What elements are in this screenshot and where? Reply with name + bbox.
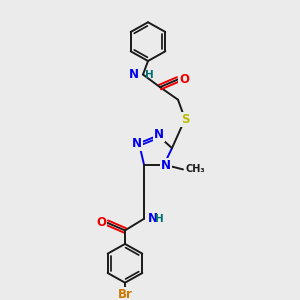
Text: CH₃: CH₃ — [186, 164, 206, 174]
Text: N: N — [148, 212, 158, 225]
Text: H: H — [155, 214, 164, 224]
Text: O: O — [96, 216, 106, 229]
Text: O: O — [179, 73, 189, 86]
Text: H: H — [145, 70, 154, 80]
Text: N: N — [161, 159, 171, 172]
Text: Br: Br — [118, 288, 132, 300]
Text: S: S — [181, 112, 189, 126]
Text: N: N — [132, 137, 142, 150]
Text: N: N — [129, 68, 139, 81]
Text: N: N — [154, 128, 164, 141]
